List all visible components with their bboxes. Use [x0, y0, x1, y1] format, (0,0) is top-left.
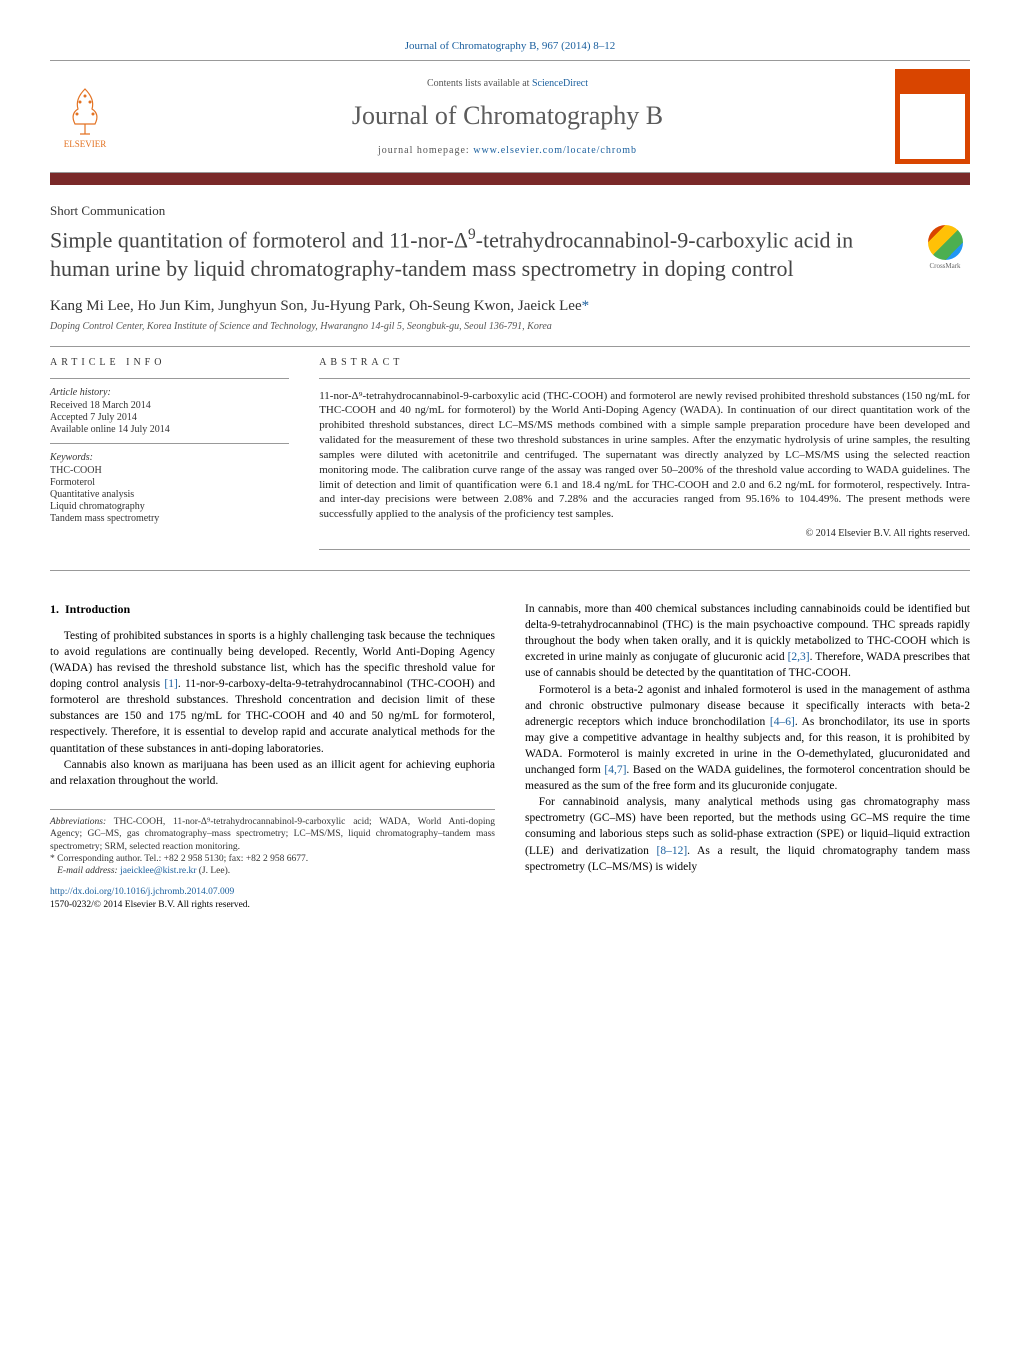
affiliation: Doping Control Center, Korea Institute o…	[50, 321, 970, 332]
ref-link[interactable]: [4,7]	[604, 764, 626, 776]
crossmark-icon	[928, 225, 963, 260]
journal-citation-top[interactable]: Journal of Chromatography B, 967 (2014) …	[50, 40, 970, 52]
article-type: Short Communication	[50, 203, 970, 219]
email-line: E-mail address: jaeicklee@kist.re.kr (J.…	[50, 865, 495, 877]
left-column: 1. Introduction Testing of prohibited su…	[50, 601, 495, 912]
doi-link[interactable]: http://dx.doi.org/10.1016/j.jchromb.2014…	[50, 887, 234, 897]
journal-name: Journal of Chromatography B	[120, 101, 895, 131]
divider	[50, 346, 970, 347]
journal-header: ELSEVIER Contents lists available at Sci…	[50, 60, 970, 173]
ref-link[interactable]: [4–6]	[770, 716, 795, 728]
received-date: Received 18 March 2014	[50, 400, 289, 411]
author-list: Kang Mi Lee, Ho Jun Kim, Junghyun Son, J…	[50, 298, 970, 315]
elsevier-logo[interactable]: ELSEVIER	[50, 77, 120, 157]
paragraph: Formoterol is a beta-2 agonist and inhal…	[525, 682, 970, 795]
header-center: Contents lists available at ScienceDirec…	[120, 78, 895, 156]
corresponding-author: * Corresponding author. Tel.: +82 2 958 …	[50, 853, 495, 865]
divider	[50, 570, 970, 571]
abstract-heading: abstract	[319, 357, 970, 368]
keyword: Liquid chromatography	[50, 501, 289, 512]
abbreviations: Abbreviations: THC-COOH, 11-nor-Δ⁹-tetra…	[50, 816, 495, 853]
abstract-text: 11-nor-Δ⁹-tetrahydrocannabinol-9-carboxy…	[319, 389, 970, 523]
doi-block: http://dx.doi.org/10.1016/j.jchromb.2014…	[50, 886, 495, 913]
paragraph: Cannabis also known as marijuana has bee…	[50, 757, 495, 789]
ref-link[interactable]: [1]	[164, 678, 177, 690]
elsevier-tree-icon	[60, 84, 110, 139]
keywords-label: Keywords:	[50, 452, 289, 463]
email-link[interactable]: jaeicklee@kist.re.kr	[120, 866, 196, 876]
corresponding-marker: *	[582, 298, 590, 314]
paragraph: In cannabis, more than 400 chemical subs…	[525, 601, 970, 681]
crossmark-label: CrossMark	[929, 262, 960, 270]
right-column: In cannabis, more than 400 chemical subs…	[525, 601, 970, 912]
article-info: article info Article history: Received 1…	[50, 357, 289, 561]
journal-page: Journal of Chromatography B, 967 (2014) …	[0, 0, 1020, 952]
crossmark-badge[interactable]: CrossMark	[920, 225, 970, 275]
issn-copyright: 1570-0232/© 2014 Elsevier B.V. All right…	[50, 899, 495, 912]
journal-homepage: journal homepage: www.elsevier.com/locat…	[120, 145, 895, 156]
maroon-divider-bar	[50, 173, 970, 185]
publisher-name: ELSEVIER	[64, 139, 107, 149]
sciencedirect-link[interactable]: ScienceDirect	[532, 78, 588, 89]
online-date: Available online 14 July 2014	[50, 424, 289, 435]
abstract: abstract 11-nor-Δ⁹-tetrahydrocannabinol-…	[319, 357, 970, 561]
article-title: Simple quantitation of formoterol and 11…	[50, 225, 920, 284]
keyword: Quantitative analysis	[50, 489, 289, 500]
info-heading: article info	[50, 357, 289, 368]
title-row: Simple quantitation of formoterol and 11…	[50, 225, 970, 284]
accepted-date: Accepted 7 July 2014	[50, 412, 289, 423]
keyword: Formoterol	[50, 477, 289, 488]
footnotes: Abbreviations: THC-COOH, 11-nor-Δ⁹-tetra…	[50, 809, 495, 878]
contents-available: Contents lists available at ScienceDirec…	[120, 78, 895, 89]
ref-link[interactable]: [2,3]	[788, 651, 810, 663]
homepage-link[interactable]: www.elsevier.com/locate/chromb	[473, 145, 637, 156]
paragraph: For cannabinoid analysis, many analytica…	[525, 794, 970, 874]
cover-inner	[900, 94, 965, 159]
ref-link[interactable]: [8–12]	[657, 845, 688, 857]
paragraph: Testing of prohibited substances in spor…	[50, 628, 495, 757]
keyword: THC-COOH	[50, 465, 289, 476]
history-label: Article history:	[50, 387, 289, 398]
journal-cover-thumbnail[interactable]	[895, 69, 970, 164]
info-abstract-row: article info Article history: Received 1…	[50, 357, 970, 561]
body-columns: 1. Introduction Testing of prohibited su…	[50, 601, 970, 912]
keyword: Tandem mass spectrometry	[50, 513, 289, 524]
abstract-copyright: © 2014 Elsevier B.V. All rights reserved…	[319, 528, 970, 539]
section-heading: 1. Introduction	[50, 601, 495, 618]
